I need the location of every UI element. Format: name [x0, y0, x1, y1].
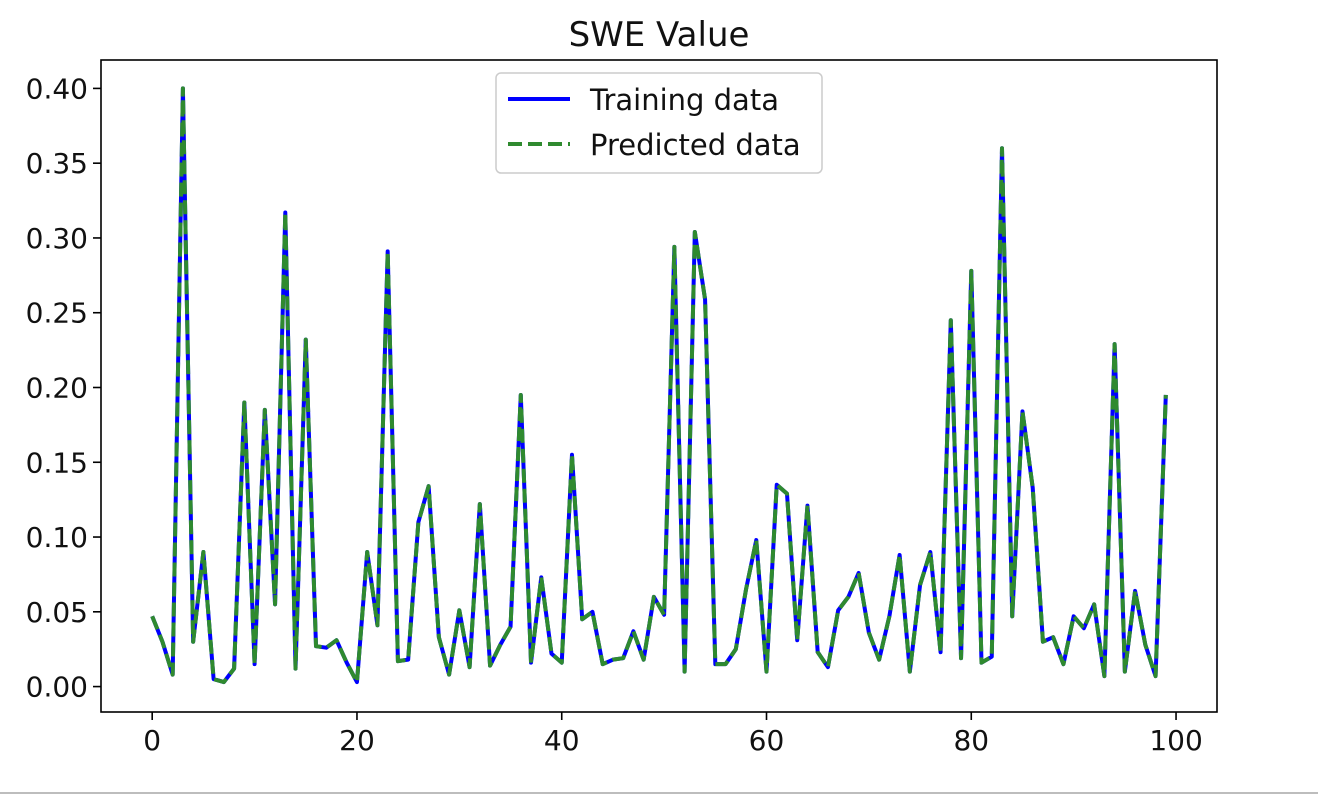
y-tick-label: 0.20: [26, 371, 88, 404]
legend-predicted-label: Predicted data: [590, 128, 801, 162]
y-tick-label: 0.05: [26, 596, 88, 629]
x-tick-label: 0: [143, 724, 161, 757]
y-tick-label: 0.10: [26, 521, 88, 554]
chart-title: SWE Value: [569, 15, 750, 55]
y-tick-label: 0.30: [26, 222, 88, 255]
x-tick-label: 60: [749, 724, 785, 757]
y-tick-label: 0.35: [26, 147, 88, 180]
series-lines: [150, 86, 1168, 685]
x-tick-label: 40: [544, 724, 580, 757]
axis-ticks: 0 20 40 60 80 100 0.00 0.05 0.10 0.15 0.20 0.25 0.30…: [26, 72, 1203, 757]
legend-box: [495, 72, 823, 174]
y-tick-label: 0.00: [26, 671, 88, 704]
legend: Training data Predicted data: [495, 72, 823, 174]
y-tick-label: 0.40: [26, 72, 88, 105]
predicted-data-line: [150, 86, 1168, 685]
x-tick-label: 80: [953, 724, 989, 757]
training-data-line: [150, 86, 1168, 685]
x-tick-label: 20: [339, 724, 375, 757]
bottom-divider: [0, 792, 1318, 794]
legend-training-label: Training data: [589, 83, 779, 117]
x-tick-label: 100: [1149, 724, 1202, 757]
plot-frame: [100, 59, 1218, 713]
y-tick-label: 0.25: [26, 297, 88, 330]
y-tick-label: 0.15: [26, 446, 88, 479]
